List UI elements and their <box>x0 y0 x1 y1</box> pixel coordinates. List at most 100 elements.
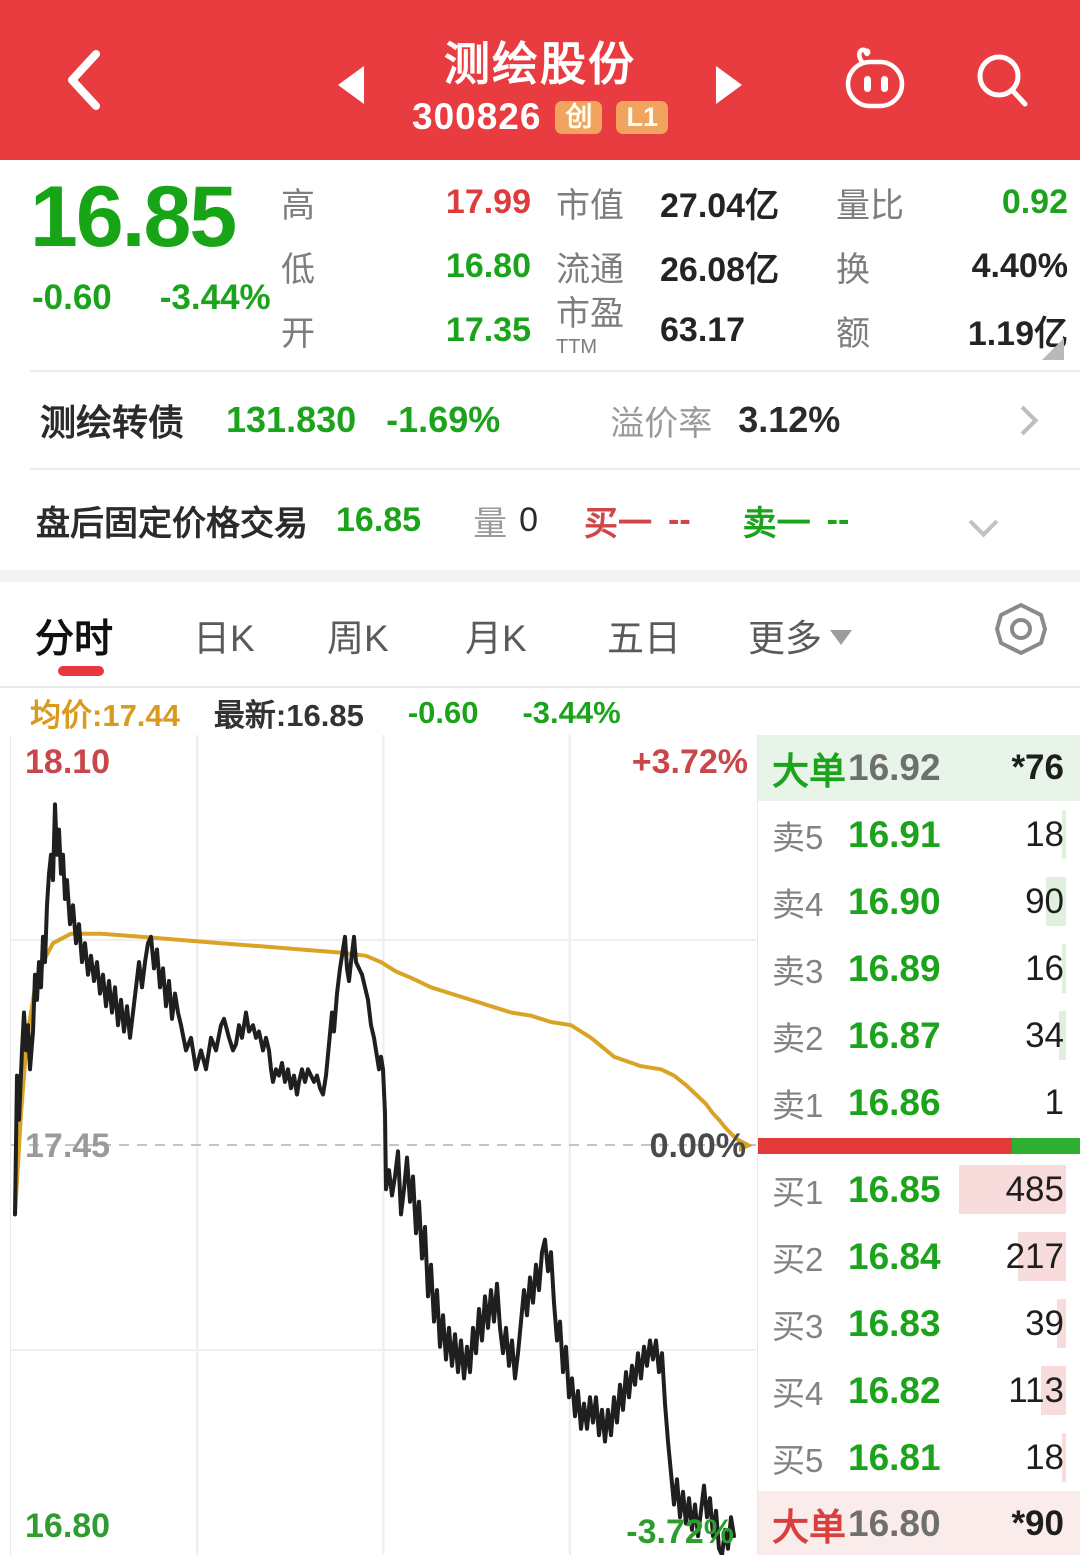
stat-label: 开 <box>281 314 315 353</box>
sell-ratio-segment <box>1012 1138 1080 1154</box>
buy-row-2[interactable]: 买2 16.84 217 <box>758 1223 1080 1290</box>
afterhours-row[interactable]: 盘后固定价格交易 16.85 量 0 买一 -- 卖一 -- <box>0 470 1080 570</box>
intraday-chart-canvas[interactable] <box>11 735 756 1555</box>
afterhours-price: 16.85 <box>336 500 422 539</box>
chart-prevclose-label: 17.45 <box>25 1127 111 1165</box>
stat-value-pe: 63.17 <box>660 310 746 349</box>
tab-five-day[interactable]: 五日 <box>607 618 681 659</box>
sell-row-2[interactable]: 卖2 16.87 34 <box>758 1002 1080 1069</box>
stats-cap: 市值 27.04亿 流通 26.08亿 市盈TTM 63.17 <box>556 170 826 362</box>
tab-more[interactable]: 更多 <box>748 608 852 662</box>
sell-price: 16.90 <box>848 880 941 922</box>
avg-line-arrow <box>739 1138 753 1152</box>
avg-price-label: 均价:17.44 <box>30 698 180 733</box>
buy-row-4[interactable]: 买4 16.82 113 <box>758 1357 1080 1424</box>
buy-price: 16.82 <box>848 1369 941 1411</box>
chevron-right-icon[interactable] <box>1008 405 1039 436</box>
sell-qty: 18 <box>1025 814 1064 854</box>
last-price: 16.85 <box>30 169 237 265</box>
bond-row[interactable]: 测绘转债 131.830 -1.69% 溢价率 3.12% <box>0 372 1080 468</box>
afterhours-buy-label: 买一 <box>584 504 653 543</box>
qty-bar <box>1040 1366 1066 1415</box>
sell-qty: 1 <box>1044 1082 1064 1122</box>
board-badge: 创 <box>555 100 603 134</box>
stat-label: 流通 <box>556 250 624 289</box>
tab-daily-k[interactable]: 日K <box>193 618 255 659</box>
prev-stock-icon[interactable] <box>338 66 364 104</box>
qty-bar <box>1062 1433 1066 1482</box>
back-icon[interactable] <box>66 50 100 110</box>
tab-monthly-k[interactable]: 月K <box>465 618 527 659</box>
price-change-row: -0.60 -3.44% <box>32 278 271 318</box>
order-book-panel: 大单 16.92 *76 卖5 16.91 18 卖4 16.90 90 卖3 … <box>757 735 1080 1555</box>
intraday-chart[interactable]: 18.10 +3.72% 17.45 0.00% 16.80 -3.72% <box>10 735 756 1555</box>
big-buy-label: 大单 <box>772 1507 846 1548</box>
buy-price: 16.81 <box>848 1436 941 1478</box>
stock-code: 300826 <box>412 96 542 137</box>
big-sell-order-row[interactable]: 大单 16.92 *76 <box>758 735 1080 801</box>
search-icon[interactable] <box>972 50 1034 117</box>
buy-row-1[interactable]: 买1 16.85 485 <box>758 1156 1080 1223</box>
next-stock-icon[interactable] <box>716 66 742 104</box>
price-change-pct: -3.44% <box>159 278 271 317</box>
chart-settings-icon[interactable] <box>992 600 1050 663</box>
big-sell-qty: *76 <box>1011 748 1064 787</box>
stat-value-open: 17.35 <box>445 310 531 349</box>
buy-level-label: 买4 <box>772 1374 824 1412</box>
assistant-robot-icon[interactable] <box>840 44 910 119</box>
chevron-down-icon[interactable] <box>968 507 999 538</box>
sell-row-5[interactable]: 卖5 16.91 18 <box>758 801 1080 868</box>
stat-label: 市盈TTM <box>556 295 624 358</box>
qty-bar <box>1058 1011 1066 1060</box>
stock-code-row: 300826 创 L1 <box>0 96 1080 138</box>
section-separator <box>0 570 1080 582</box>
header: 测绘股份 300826 创 L1 <box>0 0 1080 160</box>
afterhours-label: 盘后固定价格交易 <box>36 504 308 543</box>
sell-qty: 16 <box>1025 948 1064 988</box>
sell-level-label: 卖4 <box>772 885 824 923</box>
divider <box>30 370 1080 372</box>
sell-row-1[interactable]: 卖1 16.86 1 <box>758 1069 1080 1136</box>
tab-weekly-k[interactable]: 周K <box>327 618 389 659</box>
page-title: 测绘股份 <box>444 38 636 90</box>
sell-level-label: 卖2 <box>772 1019 824 1057</box>
triangle-down-icon <box>830 630 852 645</box>
buy-qty: 18 <box>1025 1437 1064 1477</box>
big-buy-qty: *90 <box>1011 1504 1064 1543</box>
afterhours-vol-label: 量 <box>473 504 508 543</box>
afterhours-vol: 0 <box>519 500 539 539</box>
big-sell-label: 大单 <box>772 751 846 792</box>
expand-stats-icon[interactable] <box>1042 338 1064 360</box>
sell-level-label: 卖1 <box>772 1086 824 1124</box>
buy-price: 16.83 <box>848 1302 941 1344</box>
afterhours-sell-value: -- <box>826 500 850 539</box>
stat-label: 高 <box>281 186 315 225</box>
buy-qty: 39 <box>1025 1303 1064 1343</box>
stat-value-float: 26.08亿 <box>660 250 780 289</box>
chart-low-label: 16.80 <box>25 1507 111 1545</box>
active-tab-indicator <box>58 666 104 676</box>
qty-bar <box>1062 944 1066 993</box>
big-buy-order-row[interactable]: 大单 16.80 *90 <box>758 1491 1080 1555</box>
buy-row-3[interactable]: 买3 16.83 39 <box>758 1290 1080 1357</box>
sell-row-4[interactable]: 卖4 16.90 90 <box>758 868 1080 935</box>
chart-zero-pct-label: 0.00% <box>649 1127 746 1165</box>
sell-row-3[interactable]: 卖3 16.89 16 <box>758 935 1080 1002</box>
chart-low-pct-label: -3.72% <box>626 1513 734 1551</box>
stat-value-low: 16.80 <box>445 246 531 285</box>
buy-level-label: 买5 <box>772 1441 824 1479</box>
level-badge: L1 <box>616 100 668 134</box>
divider <box>30 468 1080 470</box>
big-buy-price: 16.80 <box>848 1503 941 1544</box>
chart-info-line: 均价:17.44 最新:16.85 -0.60 -3.44% <box>0 690 1080 735</box>
chart-high-pct-label: +3.72% <box>631 743 748 781</box>
sell-level-label: 卖3 <box>772 952 824 990</box>
stat-value-mktcap: 27.04亿 <box>660 186 780 225</box>
buy-row-5[interactable]: 买5 16.81 18 <box>758 1424 1080 1491</box>
tab-minute[interactable]: 分时 <box>35 618 114 661</box>
qty-bar <box>1046 877 1066 926</box>
afterhours-sell-label: 卖一 <box>742 504 811 543</box>
buy-qty: 113 <box>1008 1370 1064 1410</box>
stat-label: 额 <box>836 314 870 353</box>
